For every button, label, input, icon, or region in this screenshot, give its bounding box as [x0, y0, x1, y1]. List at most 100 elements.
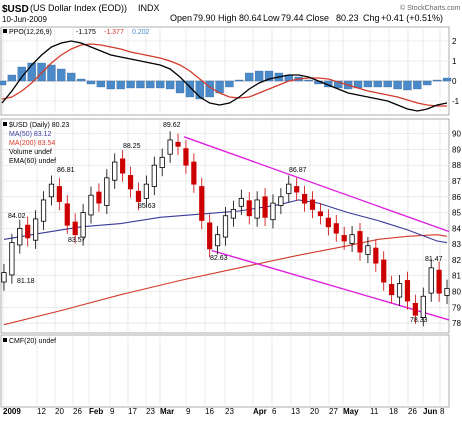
ppo-hist-bar [47, 64, 56, 82]
candle-body [135, 190, 142, 202]
candle-body [9, 242, 15, 276]
ppo-hist-bar [413, 80, 422, 90]
ppo-y-tick-label: 2 [452, 37, 457, 46]
ppo-y-tick-label: -1 [452, 97, 460, 106]
high-value: 80.64 [239, 13, 262, 23]
x-tick-label: 18 [389, 407, 398, 416]
ppo-hist-bar [165, 80, 175, 90]
ppo-line [1, 40, 448, 112]
x-tick-label: 9 [186, 407, 191, 416]
price-legend-swatch [3, 122, 7, 126]
ppo-hist-bar [432, 79, 442, 82]
x-tick-label: 20 [55, 407, 64, 416]
ppo-legend-title: PPO(12,26,9) [9, 29, 52, 36]
price-legend: $USD (Daily) 80.23 MA(50) 83.12 MA(200) … [3, 122, 69, 165]
ppo-y-tick-label: 0 [452, 77, 457, 86]
symbol: $USD [2, 4, 29, 15]
x-tick-label: 16 [205, 407, 214, 416]
price-y-tick-label: 83 [452, 240, 461, 249]
ppo-hist-bar [393, 80, 402, 90]
price-y-tick-label: 88 [452, 161, 461, 170]
candle-body [246, 200, 252, 217]
ema-legend: EMA(60) undef [9, 158, 56, 165]
annotation-low-78: 78.33 [410, 317, 428, 324]
candle-body [159, 156, 165, 168]
candle-body [48, 183, 55, 198]
x-tick-label: 6 [272, 407, 277, 416]
high-label: High [218, 13, 237, 23]
quote-date: 10-Jun-2009 [2, 15, 47, 24]
ma200-legend: MA(200) 83.54 [9, 140, 55, 147]
candle-body [396, 283, 403, 298]
low-label: Low [263, 13, 280, 23]
candle-body [96, 191, 102, 204]
ppo-hist-bar [156, 80, 165, 89]
candle-body [199, 186, 205, 221]
x-tick-label: 8 [440, 407, 445, 416]
x-tick-label: May [343, 407, 359, 416]
price-y-tick-label: 82 [452, 256, 461, 265]
x-tick-label: 26 [408, 407, 417, 416]
axes: 2009 12 20 26 Feb 9 17 23 Mar 9 16 23 Apr 6 13 20 27 May 1… [3, 37, 461, 416]
ppo-hist-bar [17, 66, 26, 82]
x-tick-label: Feb [89, 407, 103, 416]
chg-value: +0.41 (+0.51%) [381, 13, 443, 23]
annotation-81-47: 81.47 [425, 256, 443, 263]
candle-body [373, 247, 379, 264]
candle-body [278, 196, 284, 206]
ppo-hist-bar [67, 72, 76, 82]
channel-lower-line [211, 249, 450, 321]
x-tick-label: Jun [423, 407, 437, 416]
annotation-high-89: 89.62 [163, 122, 181, 129]
price-y-tick-label: 87 [452, 177, 461, 186]
ppo-legend: PPO(12,26,9) -1.175 -1.377 0.202 [3, 29, 150, 36]
candle-body [262, 196, 268, 218]
candle-body [333, 223, 339, 234]
candle-body [317, 211, 324, 217]
price-y-tick-label: 80 [452, 288, 461, 297]
ppo-y-tick-label: 1 [452, 57, 457, 66]
ppo-hist-bar [57, 68, 66, 82]
ppo-hist-bar [254, 70, 264, 82]
x-tick-label: Mar [160, 407, 174, 416]
ppo-legend-swatch [3, 29, 7, 33]
x-tick-label: 17 [128, 407, 137, 416]
ppo-hist-bar [373, 80, 382, 88]
price-y-tick-label: 84 [452, 224, 461, 233]
price-legend-title: $USD (Daily) 80.23 [9, 122, 69, 129]
x-tick-label: 26 [73, 407, 82, 416]
candle-body [404, 280, 411, 302]
cmf-legend-title: CMF(20) undef [9, 338, 56, 345]
index-name: (US Dollar Index (EOD)) [30, 3, 127, 13]
price-y-tick-label: 79 [452, 303, 461, 312]
candle-body [286, 183, 292, 195]
ppo-hist-bar [86, 80, 96, 85]
candle-body [1, 272, 7, 283]
x-tick-label: 23 [225, 407, 234, 416]
ppo-hist-value: 0.202 [132, 29, 150, 36]
close-value: 80.23 [336, 13, 359, 23]
watermark: © StockCharts.com [400, 4, 461, 12]
ppo-hist-bar [185, 80, 195, 98]
ppo-hist-bar [76, 78, 86, 82]
ppo-hist-bar [334, 80, 343, 89]
annotation-85: 85.63 [138, 203, 156, 210]
candle-body [40, 199, 47, 222]
ma200-line [3, 234, 448, 326]
annotation-81: 81.18 [17, 278, 35, 285]
x-tick-label: 13 [291, 407, 300, 416]
exchange: INDX [138, 3, 160, 13]
annotation-86-87: 86.87 [289, 167, 307, 174]
price-plot [1, 131, 450, 327]
candle-body [428, 267, 434, 294]
candle-body [270, 202, 276, 221]
candle-body [238, 197, 244, 207]
low-value: 79.44 [281, 13, 304, 23]
ma50-legend: MA(50) 83.12 [9, 131, 52, 138]
candle-body [381, 259, 387, 283]
ppo-hist-bar [0, 80, 7, 86]
price-y-tick-label: 90 [452, 130, 461, 139]
candle-body [80, 212, 86, 238]
